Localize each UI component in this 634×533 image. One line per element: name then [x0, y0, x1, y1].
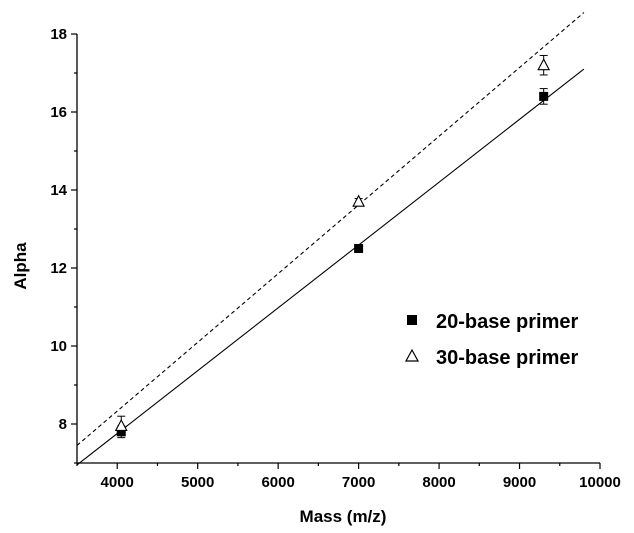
x-tick-label: 4000	[101, 474, 134, 491]
legend-marker-30-base	[404, 348, 420, 362]
y-tick-label: 16	[50, 104, 67, 121]
data-markers	[114, 58, 551, 437]
fit-line-series-1	[76, 12, 585, 446]
y-tick-label: 10	[50, 338, 67, 355]
x-tick-label: 6000	[261, 474, 294, 491]
legend: 20-base primer 30-base primer	[404, 311, 579, 369]
axes	[76, 34, 600, 464]
data-point-30-base	[537, 58, 551, 71]
y-tick-label: 18	[50, 26, 67, 43]
x-tick-label: 10000	[579, 474, 621, 491]
x-axis-title: Mass (m/z)	[300, 507, 387, 526]
y-tick-label: 14	[50, 182, 67, 199]
tick-marks	[71, 33, 601, 469]
data-point-20-base	[354, 244, 364, 253]
data-point-30-base	[114, 418, 128, 432]
x-tick-label: 7000	[342, 474, 375, 491]
y-axis-title: Alpha	[11, 242, 30, 290]
legend-label-20-base: 20-base primer	[436, 311, 579, 333]
data-point-20-base	[539, 91, 549, 101]
fit-line-series-0	[76, 68, 585, 466]
data-point-30-base	[352, 194, 366, 207]
error-bars	[117, 54, 548, 439]
tick-labels: 4000 5000 6000 7000 8000 9000 10000 8 10 12 14 16 18	[50, 26, 621, 491]
data-point-20-base	[116, 427, 126, 437]
fit-lines	[76, 12, 585, 466]
x-tick-label: 9000	[503, 474, 536, 491]
y-tick-label: 8	[59, 416, 67, 433]
x-tick-label: 5000	[181, 474, 214, 491]
y-tick-label: 12	[50, 260, 67, 277]
x-tick-label: 8000	[422, 474, 455, 491]
legend-label-30-base: 30-base primer	[436, 347, 579, 369]
legend-marker-20-base	[407, 315, 417, 325]
